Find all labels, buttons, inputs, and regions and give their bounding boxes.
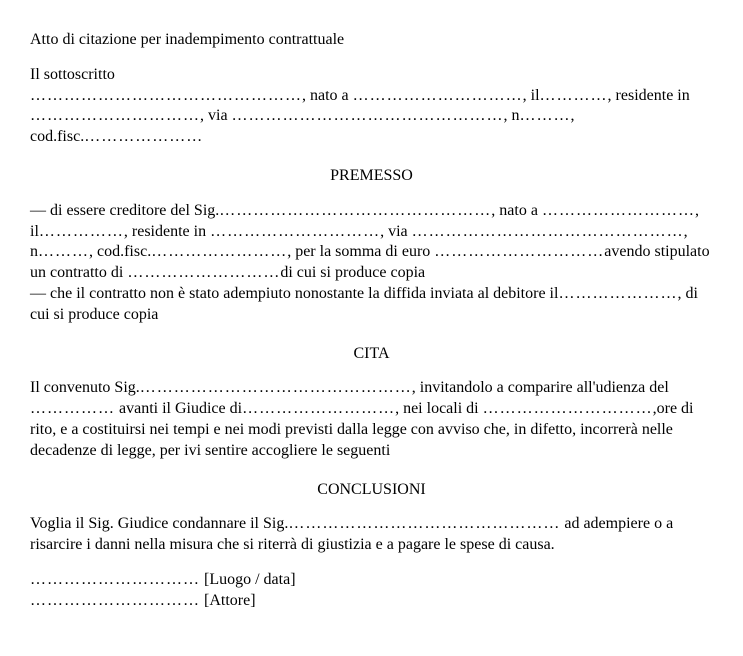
fill-hearing: ……………	[30, 400, 115, 417]
notfulfilled-label: — che il contratto non è stato adempiuto…	[30, 285, 558, 302]
fill-judge: ………………………	[242, 400, 395, 417]
born-label: , nato a	[302, 87, 353, 104]
fill-residence: …………………………	[30, 107, 200, 124]
fill-creditor-number: ………	[38, 243, 89, 260]
sum-label: , per la somma di euro	[287, 243, 434, 260]
n-label: , n	[504, 107, 520, 124]
creditor-via-label: , via	[380, 223, 412, 240]
fill-creditor-residence: …………………………	[210, 223, 380, 240]
fill-premises: …………………………	[483, 400, 653, 417]
before-label: avanti il Giudice di	[115, 400, 242, 417]
resident-label: , residente in	[608, 87, 690, 104]
il-label: , il	[523, 87, 540, 104]
fill-place-date: …………………………	[30, 571, 200, 588]
fill-name: …………………………………………	[30, 87, 302, 104]
fill-creditor-birthdate: ……………	[39, 223, 124, 240]
fill-creditor-name: …………………………………………	[219, 202, 491, 219]
fill-sum: …………………………	[434, 243, 604, 260]
fill-creditor-codfisc: ……………………	[151, 243, 287, 260]
subscriber-label: Il sottoscritto	[30, 66, 115, 83]
cita-block: Il convenuto Sig.…………………………………………, invit…	[30, 378, 713, 461]
premises-label: , nei locali di	[395, 400, 483, 417]
copy-label: di cui si produce copia	[280, 264, 425, 281]
creditor-codfisc-label: , cod.fisc.	[89, 243, 151, 260]
premesso-block: — di essere creditore del Sig.……………………………	[30, 201, 713, 326]
fill-creditor-birthplace: ………………………	[542, 202, 695, 219]
creditor-resident-label: , residente in	[124, 223, 210, 240]
fill-creditor-street: …………………………………………	[412, 223, 684, 240]
subscriber-block: Il sottoscritto …………………………………………, nato a…	[30, 65, 713, 148]
fill-birthplace: …………………………	[353, 87, 523, 104]
creditor-label: — di essere creditore del Sig.	[30, 202, 219, 219]
place-label: [Luogo / data]	[200, 571, 296, 588]
judge-label: Voglia il Sig. Giudice condannare il Sig…	[30, 515, 288, 532]
fill-defendant: …………………………………………	[140, 379, 412, 396]
via-label: , via	[200, 107, 232, 124]
fill-birthdate: …………	[540, 87, 608, 104]
signature-block: ………………………… [Luogo / data] ………………………… [At…	[30, 570, 713, 612]
fill-contract: ………………………	[127, 264, 280, 281]
defendant-label: Il convenuto Sig.	[30, 379, 140, 396]
conclusioni-heading: CONCLUSIONI	[30, 480, 713, 501]
premesso-heading: PREMESSO	[30, 166, 713, 187]
document-title: Atto di citazione per inadempimento cont…	[30, 30, 713, 51]
fill-codfisc: …………………	[84, 128, 203, 145]
fill-actor: …………………………	[30, 592, 200, 609]
fill-street: …………………………………………	[232, 107, 504, 124]
fill-number: ………	[520, 107, 571, 124]
cita-heading: CITA	[30, 344, 713, 365]
invite-label: , invitandolo a comparire all'udienza de…	[412, 379, 669, 396]
fill-diffida-date: …………………	[558, 285, 677, 302]
fill-condemned: …………………………………………	[288, 515, 560, 532]
conclusioni-block: Voglia il Sig. Giudice condannare il Sig…	[30, 514, 713, 556]
creditor-born-label: , nato a	[491, 202, 542, 219]
actor-label: [Attore]	[200, 592, 256, 609]
